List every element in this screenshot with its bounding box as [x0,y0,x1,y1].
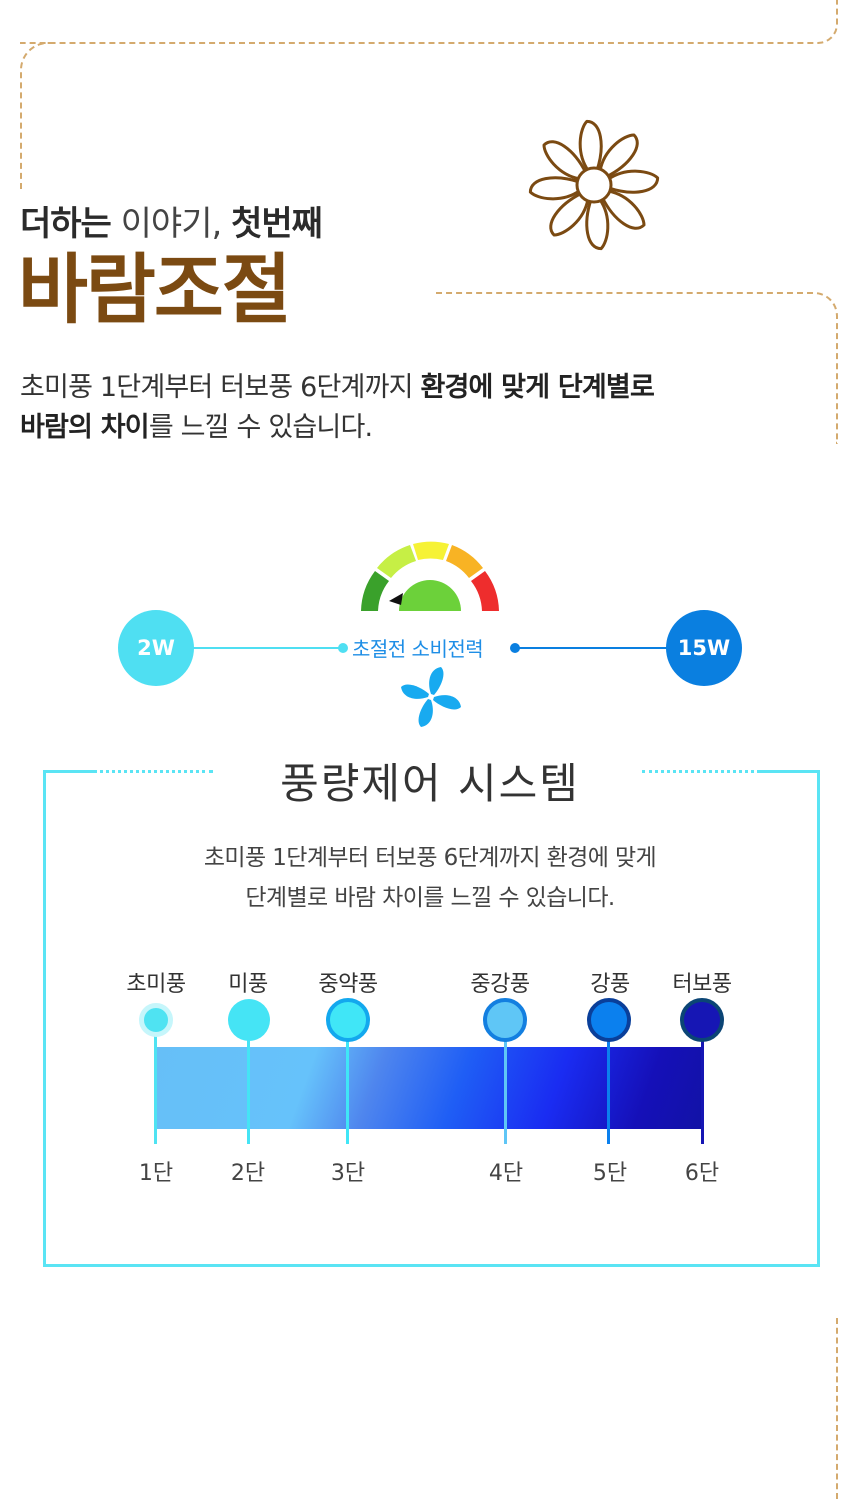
level-name-1: 초미풍 [126,972,186,997]
system-title: 풍량제어 시스템 [0,750,860,811]
max-power-badge: 15W [666,610,742,686]
pinwheel-fan-icon [401,667,461,727]
system-box-top-left [43,770,93,773]
system-title-text: 풍량제어 시스템 [256,759,604,808]
decor-frame-left [20,42,52,189]
system-desc-line1: 초미풍 1단계부터 터보풍 6단계까지 환경에 맞게 [203,845,657,871]
system-box-top-right [760,770,817,773]
subtitle-light: 이야기, [120,204,223,244]
level-line-4 [504,1022,507,1144]
subtitle-bold-2: 첫번째 [231,204,323,244]
energy-center-label: 초절전 소비전력 [352,637,484,661]
energy-line-left-dot [338,643,348,653]
decor-frame-right [436,292,838,444]
level-step-2: 2단 [230,1161,266,1186]
level-dot-1 [139,1003,173,1037]
energy-line-right-dot [510,643,520,653]
system-box-dots-right [642,770,760,773]
level-line-6 [701,1022,704,1144]
header-description: 초미풍 1단계부터 터보풍 6단계까지 환경에 맞게 단계별로 바람의 차이를 … [20,368,655,448]
level-line-1 [154,1022,157,1144]
level-line-5 [607,1022,610,1144]
level-name-2: 미풍 [228,972,268,997]
level-step-4: 4단 [488,1161,524,1186]
level-dot-2 [228,999,270,1041]
level-dot-4 [483,998,527,1042]
level-line-3 [346,1022,349,1144]
level-name-5: 강풍 [590,972,630,997]
page-title: 바람조절 [18,245,292,334]
level-step-1: 1단 [138,1161,174,1186]
system-box-dots-left [93,770,213,773]
desc-line1-plain: 초미풍 1단계부터 터보풍 6단계까지 [20,372,421,403]
level-name-3: 중약풍 [318,972,378,997]
desc-line2-plain: 를 느낄 수 있습니다. [148,412,373,443]
system-desc-line2: 단계별로 바람 차이를 느낄 수 있습니다. [245,885,615,911]
level-step-6: 6단 [684,1161,720,1186]
level-line-2 [247,1022,250,1144]
system-description: 초미풍 1단계부터 터보풍 6단계까지 환경에 맞게 단계별로 바람 차이를 느… [0,838,860,918]
header-subtitle: 더하는 이야기, 첫번째 [20,196,323,245]
level-dot-6 [680,998,724,1042]
desc-line1-bold: 환경에 맞게 단계별로 [420,372,655,403]
decor-frame-bottom [836,1318,838,1499]
gauge-icon [361,541,499,611]
level-step-5: 5단 [592,1161,628,1186]
level-step-3: 3단 [330,1161,366,1186]
desc-line2-bold: 바람의 차이 [20,412,150,443]
min-power-badge: 2W [118,610,194,686]
subtitle-bold-1: 더하는 [20,204,112,244]
decor-frame-top [20,0,838,44]
min-power-label: 2W [137,636,175,660]
max-power-label: 15W [677,636,731,660]
fan-icon [527,118,661,252]
level-name-4: 중강풍 [470,972,530,997]
system-box [43,770,820,1267]
level-name-6: 터보풍 [672,972,732,997]
level-dot-3 [326,998,370,1042]
energy-line-left [190,647,342,649]
energy-line-right [514,647,669,649]
wind-level-bar [156,1047,703,1129]
level-dot-5 [587,998,631,1042]
